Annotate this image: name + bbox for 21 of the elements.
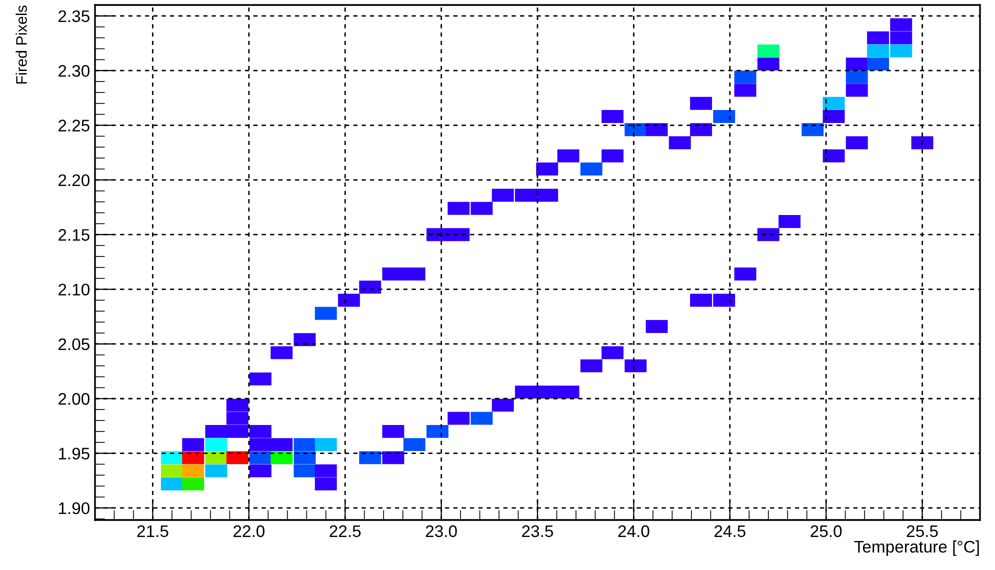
x-tick-label: 22.5	[330, 525, 361, 538]
x-tick-label: 21.5	[137, 525, 168, 538]
x-tick-label: 23.5	[522, 525, 554, 538]
y-tick-label: 1.90	[58, 502, 90, 514]
x-tick-label: 22.0	[234, 525, 264, 538]
x-tick-label: 23.0	[426, 525, 457, 538]
y-tick-label: 2.00	[58, 393, 90, 405]
y-tick-label: 2.35	[58, 10, 90, 22]
x-tick-label: 25.5	[906, 525, 938, 538]
y-tick-label: 2.25	[58, 120, 90, 132]
y-tick-label: 2.10	[58, 284, 90, 296]
y-tick-label: 2.05	[58, 338, 90, 350]
y-tick-label: 2.30	[58, 65, 90, 77]
y-axis-title: Fired Pixels	[16, 6, 27, 84]
x-axis-title: Temperature [°C]	[854, 540, 979, 556]
x-tick-label: 25.0	[810, 525, 842, 538]
x-tick-label: 24.0	[618, 525, 650, 538]
x-tick-label: 24.5	[714, 525, 746, 538]
y-tick-label: 1.95	[58, 448, 90, 460]
y-tick-label: 2.15	[58, 229, 90, 241]
y-tick-label: 2.20	[58, 174, 90, 186]
